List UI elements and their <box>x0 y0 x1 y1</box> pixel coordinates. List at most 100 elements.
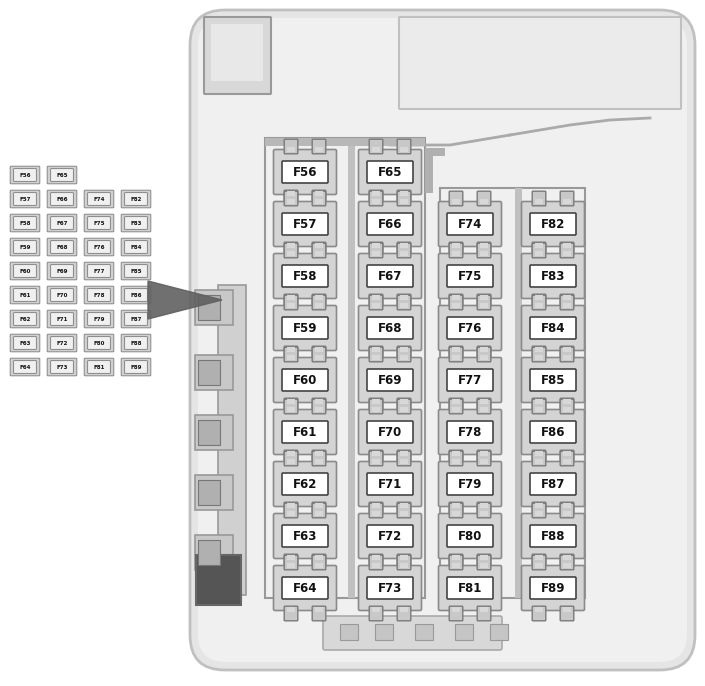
FancyBboxPatch shape <box>13 337 36 349</box>
Bar <box>535 303 543 308</box>
Text: F72: F72 <box>378 530 402 543</box>
FancyBboxPatch shape <box>449 295 462 310</box>
FancyBboxPatch shape <box>560 606 574 621</box>
FancyBboxPatch shape <box>282 317 328 339</box>
FancyBboxPatch shape <box>312 242 326 257</box>
FancyBboxPatch shape <box>47 166 77 184</box>
Bar <box>287 607 295 612</box>
FancyBboxPatch shape <box>477 399 491 414</box>
FancyBboxPatch shape <box>369 502 383 517</box>
Bar <box>535 251 543 256</box>
FancyBboxPatch shape <box>84 358 114 376</box>
FancyBboxPatch shape <box>532 555 546 570</box>
Bar <box>372 295 380 300</box>
Text: F72: F72 <box>56 341 68 346</box>
FancyBboxPatch shape <box>47 262 77 280</box>
FancyBboxPatch shape <box>369 450 383 465</box>
Bar <box>563 295 571 300</box>
FancyBboxPatch shape <box>397 606 411 621</box>
FancyBboxPatch shape <box>532 450 546 465</box>
FancyBboxPatch shape <box>282 525 328 547</box>
Bar <box>400 407 408 412</box>
FancyBboxPatch shape <box>284 347 298 362</box>
FancyBboxPatch shape <box>449 450 462 465</box>
FancyBboxPatch shape <box>359 305 422 351</box>
FancyBboxPatch shape <box>190 10 695 670</box>
FancyBboxPatch shape <box>211 24 263 81</box>
FancyBboxPatch shape <box>84 286 114 304</box>
FancyBboxPatch shape <box>125 289 147 301</box>
Text: F69: F69 <box>378 374 403 387</box>
Text: F75: F75 <box>458 270 482 283</box>
Bar <box>452 451 460 456</box>
FancyBboxPatch shape <box>47 190 77 208</box>
FancyBboxPatch shape <box>447 421 493 443</box>
Text: F70: F70 <box>56 293 68 298</box>
FancyBboxPatch shape <box>560 346 574 361</box>
Bar <box>287 555 295 560</box>
FancyBboxPatch shape <box>397 295 411 310</box>
Bar <box>535 607 543 612</box>
Bar <box>287 459 295 464</box>
Text: F89: F89 <box>130 365 142 370</box>
Bar <box>265 138 425 146</box>
FancyBboxPatch shape <box>125 193 147 205</box>
Bar <box>535 399 543 404</box>
Bar <box>315 555 323 560</box>
FancyBboxPatch shape <box>530 421 576 443</box>
FancyBboxPatch shape <box>560 399 574 414</box>
FancyBboxPatch shape <box>125 241 147 253</box>
Text: F58: F58 <box>293 270 317 283</box>
Text: F80: F80 <box>93 341 104 346</box>
FancyBboxPatch shape <box>312 554 326 569</box>
FancyBboxPatch shape <box>359 357 422 403</box>
Bar <box>455 624 473 640</box>
FancyBboxPatch shape <box>312 139 326 154</box>
FancyBboxPatch shape <box>359 514 422 558</box>
FancyBboxPatch shape <box>369 399 383 414</box>
FancyBboxPatch shape <box>449 451 462 466</box>
Bar <box>490 624 508 640</box>
FancyBboxPatch shape <box>522 254 584 298</box>
FancyBboxPatch shape <box>87 313 110 325</box>
Bar <box>372 511 380 516</box>
Bar <box>425 148 445 156</box>
Bar <box>480 303 488 308</box>
Bar <box>195 535 233 570</box>
FancyBboxPatch shape <box>397 399 411 414</box>
FancyBboxPatch shape <box>369 295 383 310</box>
Text: F62: F62 <box>293 478 317 491</box>
Bar <box>535 295 543 300</box>
Text: F62: F62 <box>19 317 31 322</box>
FancyBboxPatch shape <box>530 265 576 287</box>
Bar <box>287 511 295 516</box>
FancyBboxPatch shape <box>359 410 422 455</box>
Bar <box>563 347 571 352</box>
FancyBboxPatch shape <box>367 265 413 287</box>
FancyBboxPatch shape <box>397 398 411 413</box>
Bar <box>287 563 295 568</box>
Bar <box>400 511 408 516</box>
Text: F87: F87 <box>130 317 142 322</box>
Bar <box>400 563 408 568</box>
FancyBboxPatch shape <box>323 616 502 650</box>
Bar <box>400 295 408 300</box>
Bar <box>315 199 323 204</box>
Bar <box>315 399 323 404</box>
Bar <box>372 147 380 152</box>
Bar <box>372 191 380 196</box>
Bar <box>480 563 488 568</box>
Bar <box>535 511 543 516</box>
Bar <box>480 459 488 464</box>
Bar <box>563 199 571 204</box>
Bar <box>348 138 355 598</box>
Bar <box>315 503 323 508</box>
FancyBboxPatch shape <box>312 347 326 362</box>
Text: F86: F86 <box>130 293 142 298</box>
FancyBboxPatch shape <box>125 313 147 325</box>
Text: F61: F61 <box>19 293 31 298</box>
FancyBboxPatch shape <box>532 295 546 310</box>
FancyBboxPatch shape <box>10 214 39 232</box>
FancyBboxPatch shape <box>522 565 584 611</box>
FancyBboxPatch shape <box>439 514 501 558</box>
